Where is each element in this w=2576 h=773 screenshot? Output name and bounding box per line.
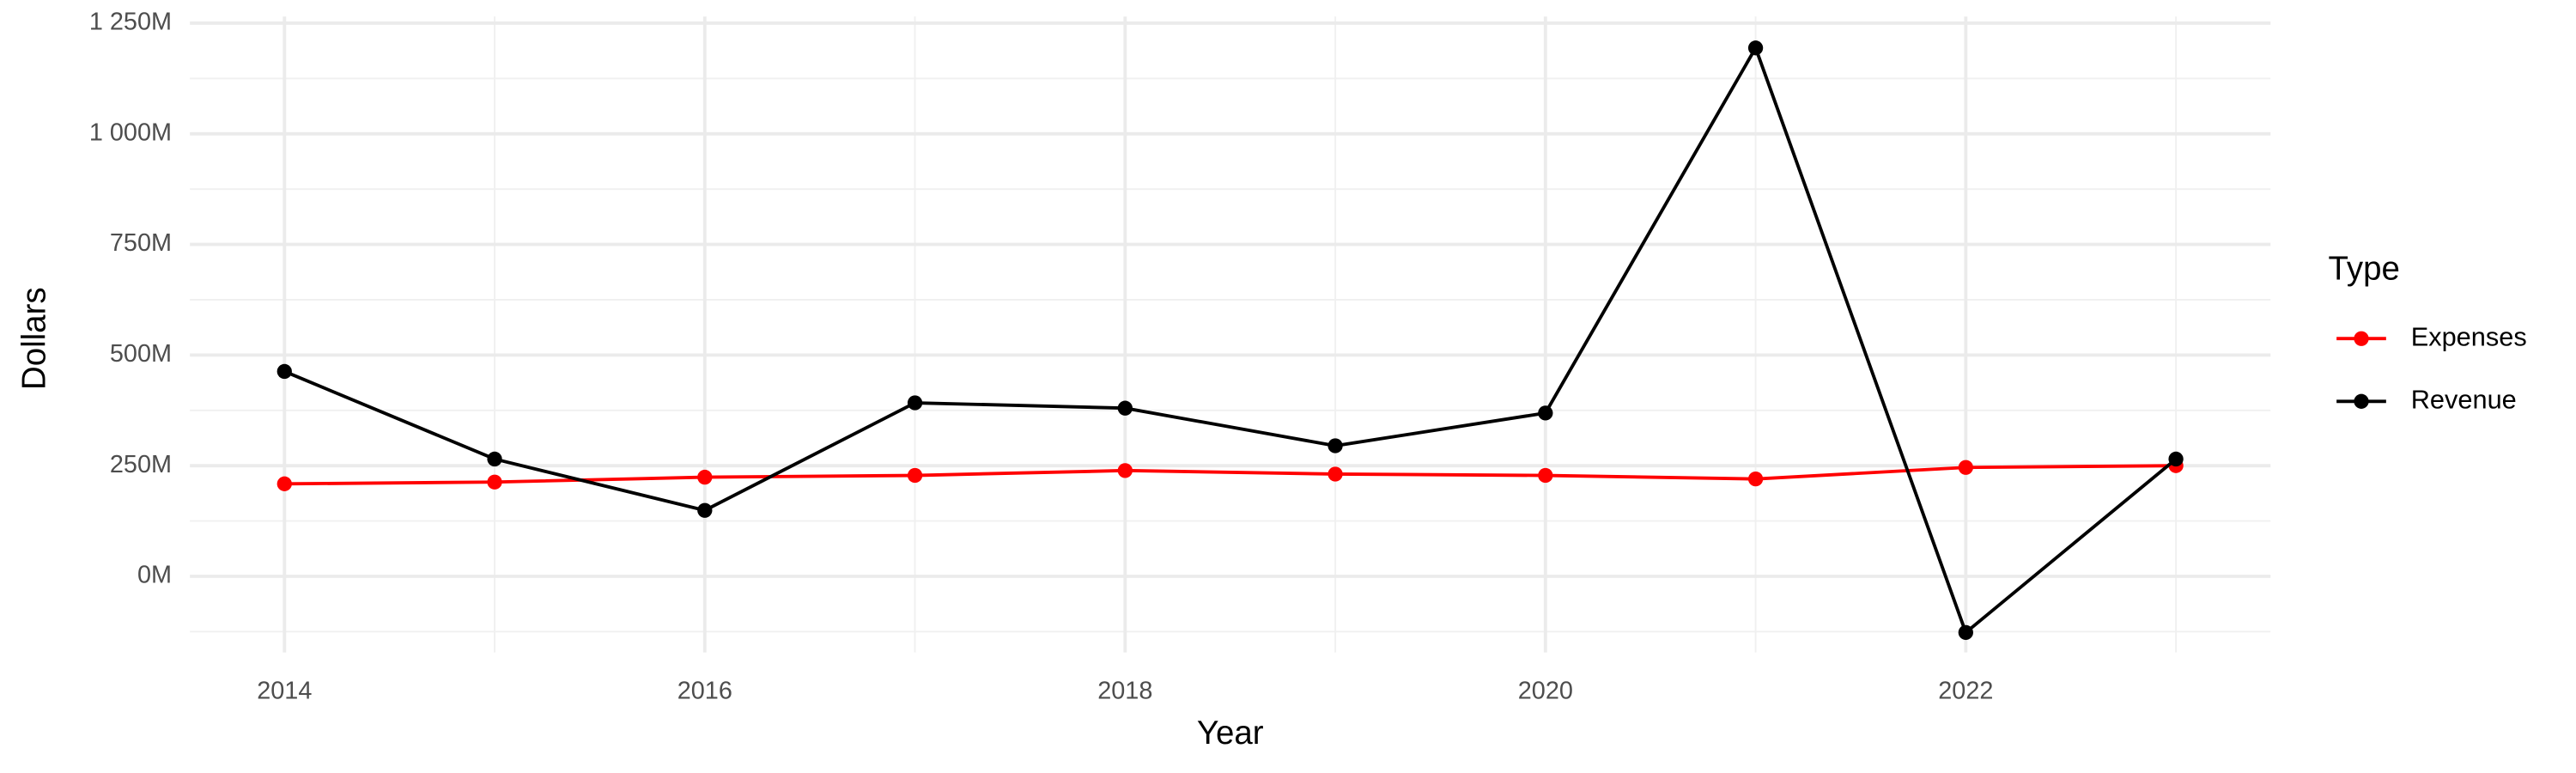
y-tick-label: 750M [110, 229, 172, 257]
data-point [907, 395, 923, 411]
data-point [697, 502, 713, 518]
data-point [1747, 471, 1764, 487]
legend-label: Revenue [2411, 384, 2517, 414]
data-point [1327, 438, 1343, 453]
y-axis-title: Dollars [15, 287, 52, 390]
y-tick-label: 500M [110, 340, 172, 368]
data-point [487, 474, 502, 490]
y-tick-label: 1 000M [89, 119, 172, 146]
data-point [1958, 460, 1973, 475]
data-point [2168, 451, 2184, 467]
data-point [907, 467, 923, 484]
data-point [1538, 405, 1553, 421]
x-tick-label: 2014 [257, 677, 312, 704]
legend-key-point [2354, 331, 2369, 346]
y-tick-label: 250M [110, 451, 172, 478]
x-tick-label: 2022 [1938, 677, 1993, 704]
legend-title: Type [2329, 251, 2400, 288]
y-tick-label: 0M [137, 562, 172, 589]
y-tick-label: 1 250M [89, 9, 172, 36]
data-point [487, 451, 502, 467]
data-point [1327, 466, 1343, 482]
legend-label: Expenses [2411, 321, 2527, 351]
data-point [1958, 624, 1973, 641]
x-tick-label: 2018 [1097, 677, 1152, 704]
data-point [697, 469, 713, 485]
x-tick-label: 2020 [1518, 677, 1573, 704]
series-line [283, 44, 2178, 636]
data-point [1747, 40, 1764, 56]
data-point [276, 363, 292, 380]
data-point [1538, 467, 1553, 484]
data-point [1117, 400, 1133, 416]
data-point [276, 476, 292, 491]
x-tick-label: 2016 [677, 677, 732, 704]
legend-key-point [2354, 393, 2369, 409]
data-point [1117, 463, 1133, 478]
x-axis-title: Year [1197, 715, 1264, 752]
series-line [284, 464, 2177, 486]
